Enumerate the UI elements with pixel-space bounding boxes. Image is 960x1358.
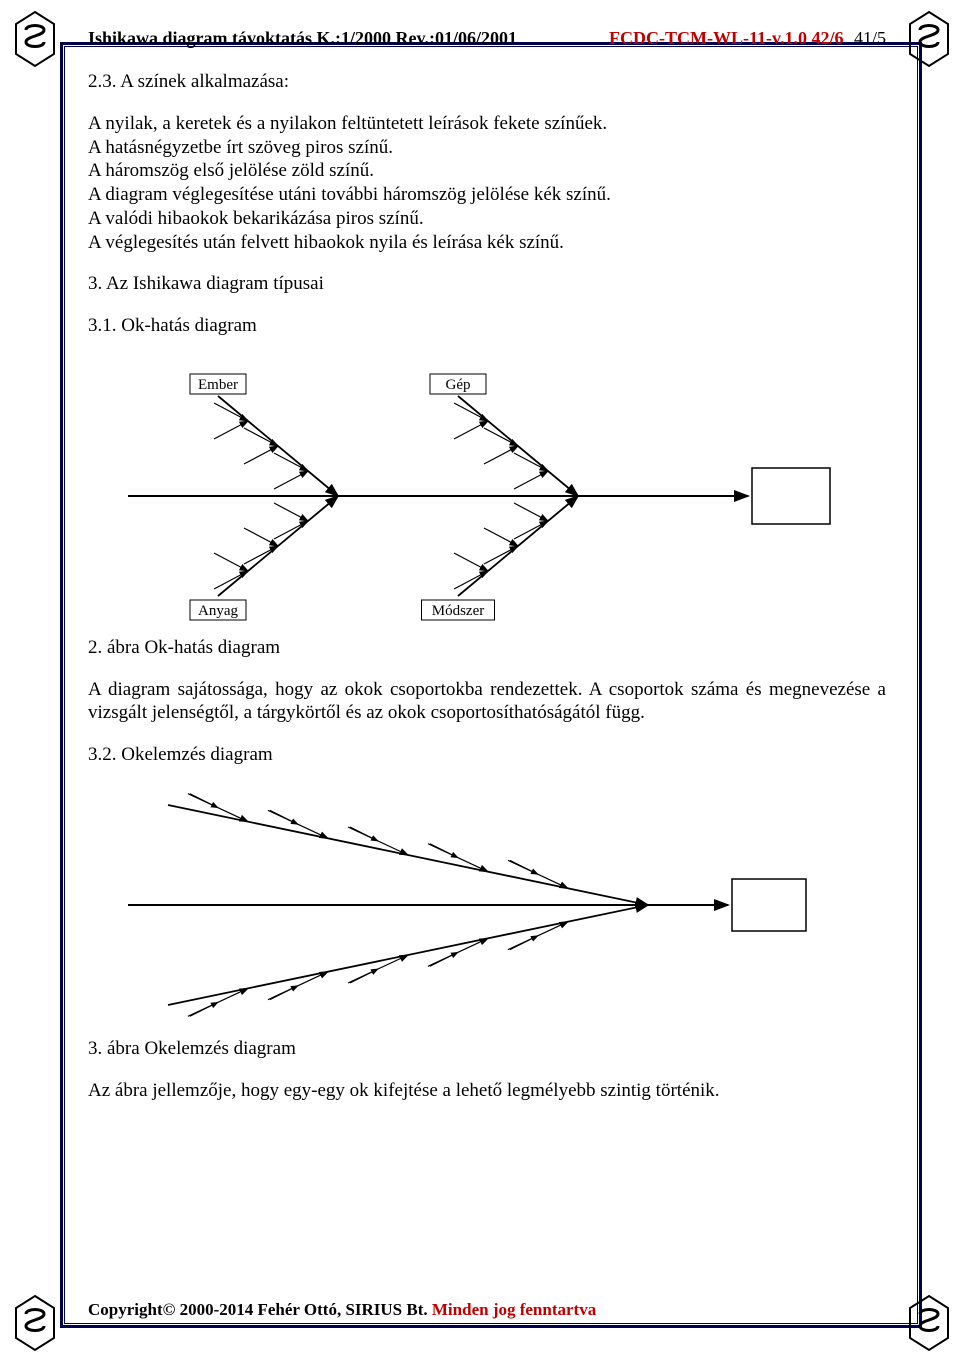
figure-2-caption: 2. ábra Ok-hatás diagram xyxy=(88,636,886,660)
section-3-2-title: 3.2. Okelemzés diagram xyxy=(88,743,886,767)
section-3-1-body: A diagram sajátossága, hogy az okok csop… xyxy=(88,678,886,726)
content: 2.3. A színek alkalmazása: A nyilak, a k… xyxy=(88,70,886,1298)
header-left: Ishikawa diagram távoktatás K.:1/2000 Re… xyxy=(88,28,517,48)
footer-copyright: Copyright© 2000-2014 Fehér Ottó, SIRIUS … xyxy=(88,1300,428,1319)
logo-top-left-icon xyxy=(12,10,58,68)
logo-bottom-right-icon xyxy=(906,1294,952,1352)
svg-text:Módszer: Módszer xyxy=(432,603,485,619)
footer: Copyright© 2000-2014 Fehér Ottó, SIRIUS … xyxy=(88,1300,596,1320)
svg-text:Gép: Gép xyxy=(446,377,471,393)
logo-bottom-left-icon xyxy=(12,1294,58,1352)
svg-text:Ember: Ember xyxy=(198,377,238,393)
header-code: FCDC-TCM-WL-11-v.1.0 42/6 xyxy=(609,28,843,48)
section-2-3-body: A nyilak, a keretek és a nyilakon feltün… xyxy=(88,112,886,255)
section-3-title: 3. Az Ishikawa diagram típusai xyxy=(88,272,886,296)
header-right: FCDC-TCM-WL-11-v.1.0 42/6 41/5 xyxy=(609,28,886,49)
logo-top-right-icon xyxy=(906,10,952,68)
footer-rights: Minden jog fenntartva xyxy=(428,1300,597,1319)
svg-text:Anyag: Anyag xyxy=(198,603,238,619)
page: Ishikawa diagram távoktatás K.:1/2000 Re… xyxy=(0,0,960,1358)
section-2-3-title: 2.3. A színek alkalmazása: xyxy=(88,70,886,94)
header-page: 41/5 xyxy=(854,28,886,48)
figure-3-caption: 3. ábra Okelemzés diagram xyxy=(88,1037,886,1061)
section-3-2-body: Az ábra jellemzője, hogy egy-egy ok kife… xyxy=(88,1079,886,1103)
figure-2-fishbone: Ember Gép Anyag Módszer xyxy=(88,356,886,636)
figure-3-fishbone xyxy=(88,785,886,1035)
section-3-1-title: 3.1. Ok-hatás diagram xyxy=(88,314,886,338)
